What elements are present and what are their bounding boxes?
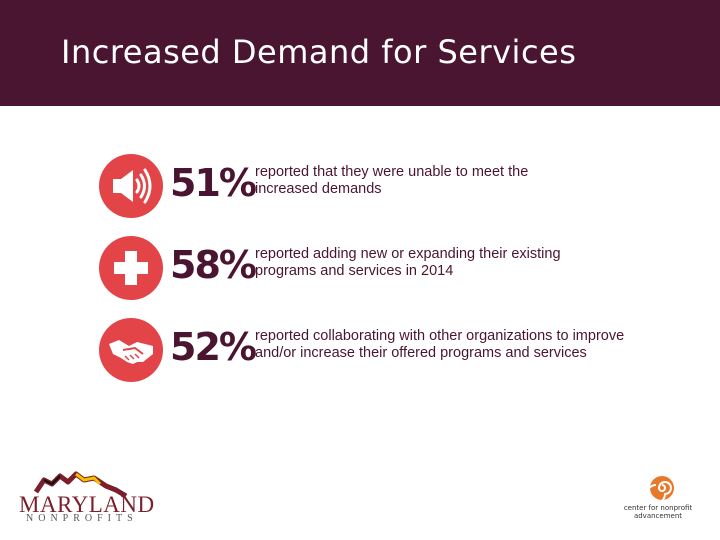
- stat-description-line: and/or increase their offered programs a…: [255, 345, 587, 361]
- logo-line: center for nonprofit: [623, 504, 693, 512]
- stat-description: reported collaborating with other organi…: [255, 328, 655, 362]
- medical-cross-icon: [99, 236, 163, 300]
- stat-row-collaboration: 52% reported collaborating with other or…: [96, 318, 656, 384]
- stat-description-line: reported that they were unable to meet t…: [255, 164, 529, 180]
- title-bar: Increased Demand for Services: [0, 0, 720, 106]
- stat-row-unmet-demand: 51% reported that they were unable to me…: [96, 154, 656, 220]
- stat-description-line: reported collaborating with other organi…: [255, 328, 625, 344]
- spiral-icon: [646, 476, 674, 504]
- stat-percent: 58%: [170, 243, 257, 287]
- maryland-flag-mark-icon: [33, 471, 128, 499]
- stat-description-line: increased demands: [255, 181, 382, 197]
- stat-description: reported that they were unable to meet t…: [255, 164, 655, 198]
- stat-percent: 51%: [170, 161, 257, 205]
- slide-title: Increased Demand for Services: [61, 33, 577, 71]
- megaphone-icon: [99, 154, 163, 218]
- logo-line: advancement: [633, 512, 683, 520]
- stat-description-line: programs and services in 2014: [255, 263, 454, 279]
- logo-nonprofits-text: NONPROFITS: [26, 513, 138, 524]
- logo-maryland-text: MARYLAND: [19, 492, 155, 517]
- maryland-nonprofits-logo: MARYLAND NONPROFITS: [16, 470, 154, 526]
- stat-description-line: reported adding new or expanding their e…: [255, 246, 561, 262]
- center-for-nonprofit-advancement-logo: center for nonprofit advancement: [618, 474, 698, 524]
- stat-description: reported adding new or expanding their e…: [255, 246, 655, 280]
- stat-row-expanded-programs: 58% reported adding new or expanding the…: [96, 236, 656, 302]
- handshake-icon: [99, 318, 163, 382]
- stat-percent: 52%: [170, 325, 257, 369]
